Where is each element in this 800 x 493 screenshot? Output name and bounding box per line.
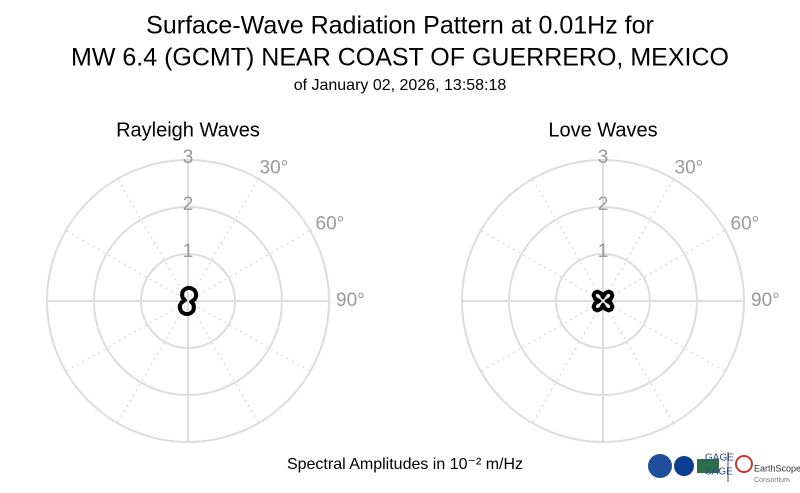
- radial-tick-label: 1: [598, 241, 609, 262]
- angle-tick-label: 60°: [731, 214, 760, 235]
- radiation-pattern: [591, 289, 615, 313]
- grid-ring: [140, 253, 236, 349]
- grid-ring: [93, 206, 283, 396]
- angle-tick: [258, 176, 260, 180]
- grid-ring: [555, 253, 651, 349]
- angle-tick: [673, 176, 675, 180]
- radial-tick-label: 2: [183, 194, 194, 215]
- grid-ring: [508, 206, 698, 396]
- angle-tick: [724, 229, 728, 231]
- logo-text: EarthScope: [754, 463, 800, 473]
- chart-title: Rayleigh Waves: [116, 119, 260, 141]
- logo-text: SAGE: [705, 467, 733, 478]
- angle-tick-label: 90°: [751, 290, 780, 311]
- caption: Spectral Amplitudes in 10⁻² m/Hz: [287, 456, 523, 473]
- title-line: MW 6.4 (GCMT) NEAR COAST OF GUERRERO, ME…: [71, 44, 729, 72]
- logo-nsf: [648, 454, 672, 478]
- radial-tick-label: 3: [598, 147, 609, 168]
- logo-text: GAGE: [705, 453, 734, 464]
- chart-title: Love Waves: [548, 119, 657, 141]
- subtitle: of January 02, 2026, 13:58:18: [294, 77, 507, 94]
- radial-tick-label: 2: [598, 194, 609, 215]
- angle-tick-label: 30°: [675, 158, 704, 179]
- angle-tick: [309, 229, 313, 231]
- title-line: Surface-Wave Radiation Pattern at 0.01Hz…: [146, 12, 654, 40]
- logo-text: Consortium: [754, 477, 790, 484]
- radiation-pattern: [177, 285, 199, 317]
- angle-tick-label: 30°: [260, 158, 289, 179]
- logos: GAGE SAGE EarthScope Consortium: [648, 452, 800, 484]
- radial-tick-label: 1: [183, 241, 194, 262]
- radial-tick-label: 3: [183, 147, 194, 168]
- logo-nasa: [674, 456, 694, 476]
- angle-tick-label: 90°: [336, 290, 365, 311]
- logo-usgs: [697, 459, 719, 473]
- angle-tick-label: 60°: [316, 214, 345, 235]
- logo-earthscope: [735, 455, 753, 473]
